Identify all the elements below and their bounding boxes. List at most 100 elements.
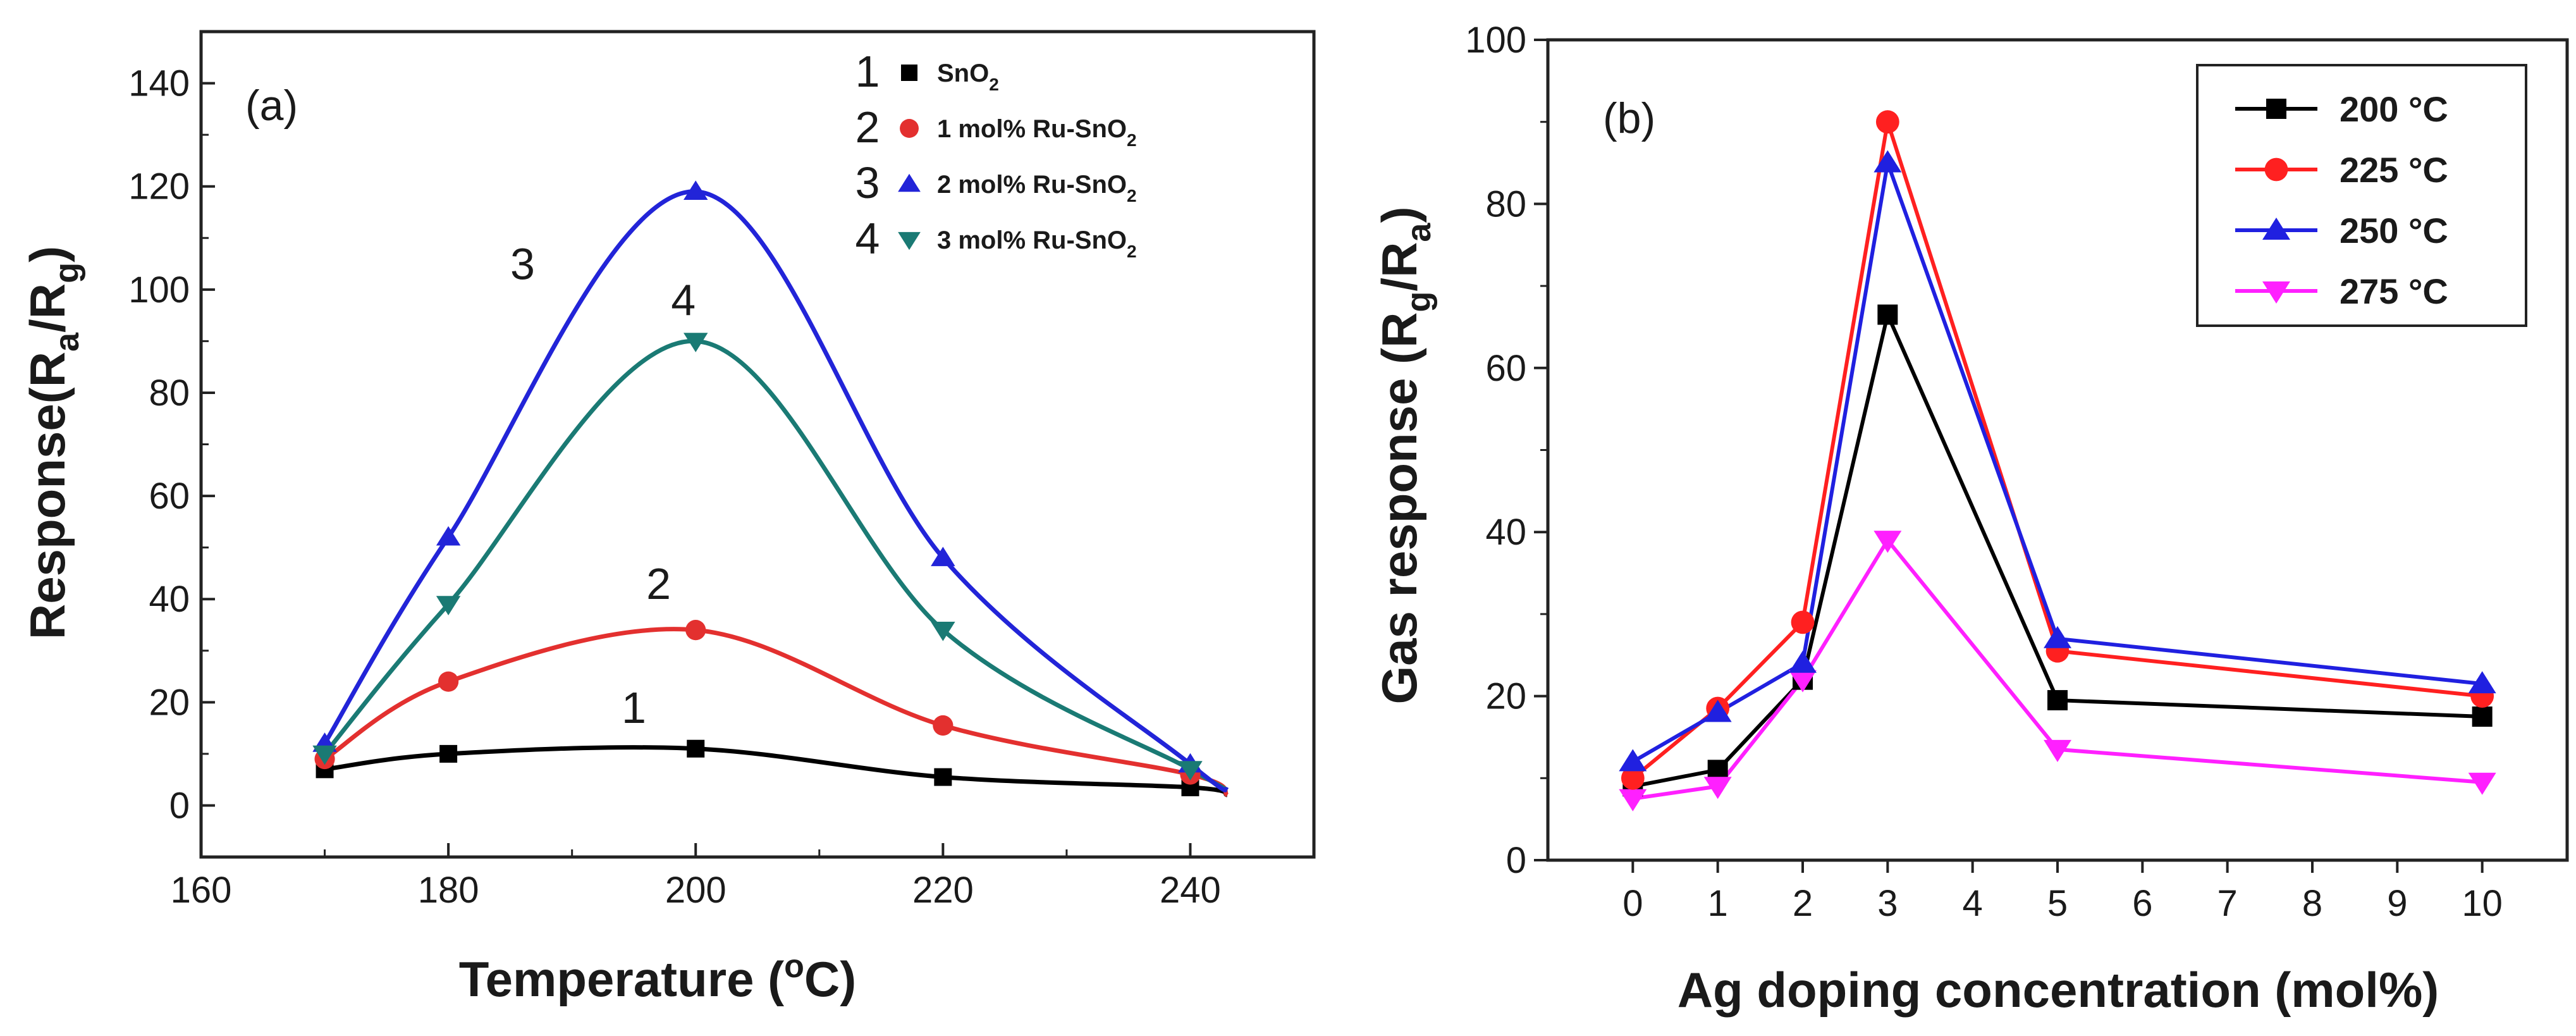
panel-a-chart: 160 180 200 220 240 0 20 40 60 80 100 120 140 1 2 3 4 (… [20,30,1316,1007]
legend-number: 1 [856,47,880,96]
data-point-200 [2472,706,2493,727]
data-point-series-2 [933,715,954,736]
legend-marker [900,119,919,138]
y-tick-label: 20 [149,682,190,723]
x-tick-label: 6 [2132,883,2152,924]
x-tick-label: 8 [2302,883,2322,924]
panel-b-tag: (b) [1603,94,1655,142]
panel-a-markers [312,180,1203,796]
legend-marker [2262,218,2290,240]
legend-label: SnO2 [937,59,999,94]
data-point-200 [2047,690,2068,711]
legend-marker [898,173,921,192]
legend-marker [901,65,917,81]
panel-b-x-axis-label: Ag doping concentration (mol%) [1677,962,2439,1018]
data-point-225 [1791,610,1815,634]
y-tick-label: 40 [149,579,190,620]
data-point-250 [1619,749,1647,772]
x-tick-label: 240 [1160,870,1221,911]
x-tick-label: 4 [1963,883,1983,924]
y-tick-label: 0 [1506,840,1526,881]
panel-a-curve-labels: 1 2 3 4 [510,240,696,732]
y-tick-label: 40 [1485,512,1526,553]
x-tick-label: 160 [171,870,232,911]
panel-b-markers [1619,110,2496,811]
x-tick-label: 5 [2047,883,2068,924]
y-tick-label: 120 [128,166,190,207]
data-point-series-4 [436,596,461,615]
legend-number: 3 [856,158,880,207]
data-point-250 [1789,650,1817,673]
curve-number-label: 1 [622,683,646,732]
data-point-200 [1707,760,1728,780]
panel-a-tag: (a) [245,82,298,130]
legend-marker [2264,157,2288,182]
panel-a-y-axis-label: Response(Ra/Rg) [20,246,86,639]
legend-label: 225 °C [2340,150,2448,190]
data-point-250 [1874,150,1902,173]
data-point-series-2 [438,671,459,692]
x-tick-label: 10 [2462,883,2503,924]
legend-marker [2266,99,2286,119]
data-point-series-1 [934,768,952,786]
series-curve-3 [322,189,1229,792]
legend-number: 2 [856,102,880,152]
data-point-275 [1619,789,1647,811]
x-tick-label: 9 [2387,883,2407,924]
data-point-225 [1621,766,1645,790]
data-point-series-3 [931,546,955,567]
data-point-225 [1875,110,1899,134]
legend-label: 3 mol% Ru-SnO2 [937,226,1137,261]
x-tick-label: 3 [1877,883,1898,924]
panel-a-x-axis-label: Temperature (oC) [459,948,856,1007]
y-tick-label: 80 [1485,183,1526,225]
data-point-275 [1874,531,1902,553]
curve-number-label: 4 [671,276,696,325]
curve-number-label: 3 [510,240,535,289]
panel-b-y-axis-label: Gas response (Rg/Ra) [1371,207,1438,705]
data-point-200 [1877,304,1898,325]
y-tick-label: 100 [1465,20,1526,61]
series-curve-4 [322,338,1229,792]
series-line-250 [1631,155,2482,763]
legend-label: 250 °C [2340,211,2448,250]
data-point-275 [1703,777,1732,799]
data-point-275 [2044,739,2071,762]
x-tick-label: 0 [1622,883,1643,924]
curve-number-label: 2 [646,559,671,608]
data-point-250 [2468,671,2496,694]
series-line-275 [1632,536,2482,801]
y-tick-label: 80 [149,373,190,414]
x-tick-label: 2 [1793,883,1813,924]
data-point-series-4 [931,622,955,641]
data-point-series-2 [685,620,706,641]
legend-marker [2262,281,2290,304]
panel-b-lines [1631,121,2482,801]
legend-label: 275 °C [2340,271,2448,311]
legend-number: 4 [856,214,880,263]
data-point-series-3 [683,180,708,200]
data-point-250 [2044,626,2071,648]
x-tick-label: 1 [1708,883,1728,924]
panel-a-legend: 1 SnO2 2 1 mol% Ru-SnO2 3 2 mol% Ru-SnO2 4 3 mo… [856,47,1137,263]
series-curve-2 [323,627,1229,798]
y-tick-label: 100 [128,269,190,311]
data-point-series-4 [312,745,337,765]
legend-label: 2 mol% Ru-SnO2 [937,171,1137,206]
legend-label: 1 mol% Ru-SnO2 [937,115,1137,150]
y-tick-label: 60 [1485,348,1526,389]
data-point-series-1 [687,739,705,758]
data-point-275 [2468,772,2496,795]
panel-a-ticks: 160 180 200 220 240 0 20 40 60 80 100 120 140 [128,63,1221,911]
x-tick-label: 200 [665,870,727,911]
panel-a-curves [322,189,1229,798]
y-tick-label: 60 [149,476,190,517]
legend-label: 200 °C [2340,89,2448,129]
data-point-275 [1789,670,1817,693]
x-tick-label: 220 [912,870,974,911]
series-line-200 [1632,309,2482,789]
legend-marker [898,231,921,250]
